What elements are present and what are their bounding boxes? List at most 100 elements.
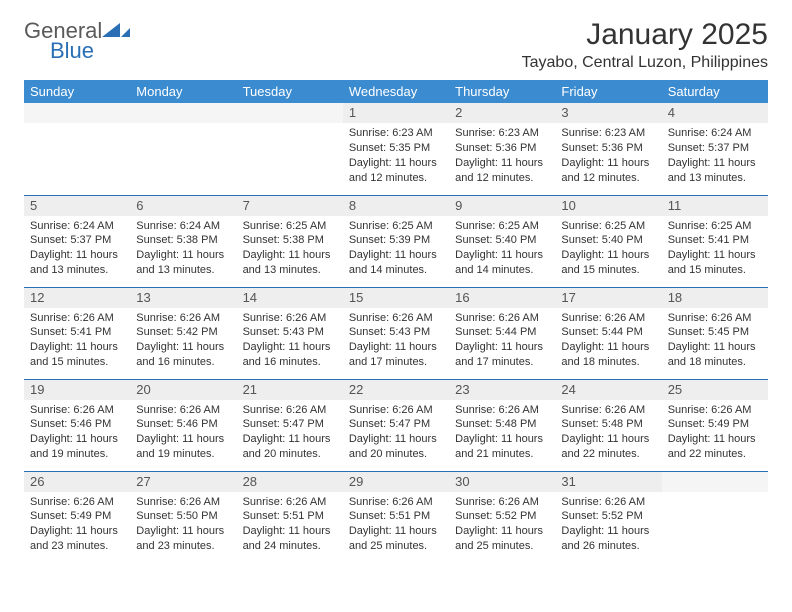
day-content: Sunrise: 6:25 AMSunset: 5:38 PMDaylight:… — [237, 216, 343, 284]
sunset-line: Sunset: 5:43 PM — [243, 325, 337, 340]
day-number: 25 — [662, 380, 768, 400]
sunrise-line: Sunrise: 6:25 AM — [455, 219, 549, 234]
calendar-cell: 28 Sunrise: 6:26 AMSunset: 5:51 PMDayligh… — [237, 471, 343, 563]
sunset-line: Sunset: 5:52 PM — [455, 509, 549, 524]
sunrise-line: Sunrise: 6:25 AM — [349, 219, 443, 234]
day-number: 7 — [237, 196, 343, 216]
calendar-cell: 26Sunrise: 6:26 AMSunset: 5:49 PMDayligh… — [24, 471, 130, 563]
day-number: 17 — [555, 288, 661, 308]
day-content: Sunrise: 6:26 AMSunset: 5:45 PMDaylight:… — [662, 308, 768, 376]
sunset-line: Sunset: 5:38 PM — [136, 233, 230, 248]
day-number: 26 — [24, 472, 130, 492]
sunrise-line: Sunrise: 6:23 AM — [349, 126, 443, 141]
sunrise-line: Sunrise: 6:25 AM — [561, 219, 655, 234]
day-number: 23 — [449, 380, 555, 400]
day-number — [662, 472, 768, 492]
day-number: 2 — [449, 103, 555, 123]
calendar-week-row: 26Sunrise: 6:26 AMSunset: 5:49 PMDayligh… — [24, 471, 768, 563]
sunrise-line: Sunrise: 6:26 AM — [136, 311, 230, 326]
calendar-cell: 20Sunrise: 6:26 AMSunset: 5:46 PMDayligh… — [130, 379, 236, 471]
calendar-week-row: 19Sunrise: 6:26 AMSunset: 5:46 PMDayligh… — [24, 379, 768, 471]
calendar-cell: 15Sunrise: 6:26 AMSunset: 5:43 PMDayligh… — [343, 287, 449, 379]
daylight-line: Daylight: 11 hours and 24 minutes. — [243, 524, 337, 554]
sunrise-line: Sunrise: 6:25 AM — [243, 219, 337, 234]
sunrise-line: Sunrise: 6:26 AM — [561, 495, 655, 510]
day-content: Sunrise: 6:26 AMSunset: 5:46 PMDaylight:… — [130, 400, 236, 468]
calendar-cell: 24Sunrise: 6:26 AMSunset: 5:48 PMDayligh… — [555, 379, 661, 471]
calendar-table: SundayMondayTuesdayWednesdayThursdayFrid… — [24, 80, 768, 563]
sunrise-line: Sunrise: 6:23 AM — [455, 126, 549, 141]
calendar-cell: 8Sunrise: 6:25 AMSunset: 5:39 PMDaylight… — [343, 195, 449, 287]
sunset-line: Sunset: 5:41 PM — [668, 233, 762, 248]
calendar-cell — [662, 471, 768, 563]
day-content: Sunrise: 6:24 AMSunset: 5:37 PMDaylight:… — [662, 123, 768, 191]
daylight-line: Daylight: 11 hours and 13 minutes. — [136, 248, 230, 278]
calendar-cell: 18Sunrise: 6:26 AMSunset: 5:45 PMDayligh… — [662, 287, 768, 379]
sunset-line: Sunset: 5:48 PM — [561, 417, 655, 432]
day-number: 14 — [237, 288, 343, 308]
daylight-line: Daylight: 11 hours and 23 minutes. — [136, 524, 230, 554]
sunrise-line: Sunrise: 6:26 AM — [668, 311, 762, 326]
day-content — [237, 123, 343, 132]
sunset-line: Sunset: 5:51 PM — [243, 509, 337, 524]
day-content: Sunrise: 6:26 AMSunset: 5:43 PMDaylight:… — [343, 308, 449, 376]
sunrise-line: Sunrise: 6:26 AM — [30, 495, 124, 510]
daylight-line: Daylight: 11 hours and 14 minutes. — [349, 248, 443, 278]
day-content: Sunrise: 6:25 AMSunset: 5:40 PMDaylight:… — [449, 216, 555, 284]
sunrise-line: Sunrise: 6:26 AM — [455, 403, 549, 418]
calendar-cell: 23Sunrise: 6:26 AMSunset: 5:48 PMDayligh… — [449, 379, 555, 471]
day-number: 30 — [449, 472, 555, 492]
day-number: 28 — [237, 472, 343, 492]
day-number: 3 — [555, 103, 661, 123]
day-content: Sunrise: 6:26 AMSunset: 5:49 PMDaylight:… — [662, 400, 768, 468]
sunrise-line: Sunrise: 6:26 AM — [136, 403, 230, 418]
day-content: Sunrise: 6:26 AMSunset: 5:41 PMDaylight:… — [24, 308, 130, 376]
calendar-cell: 13Sunrise: 6:26 AMSunset: 5:42 PMDayligh… — [130, 287, 236, 379]
day-number: 13 — [130, 288, 236, 308]
sunrise-line: Sunrise: 6:26 AM — [349, 495, 443, 510]
sunset-line: Sunset: 5:48 PM — [455, 417, 549, 432]
calendar-cell: 4Sunrise: 6:24 AMSunset: 5:37 PMDaylight… — [662, 103, 768, 195]
day-content: Sunrise: 6:25 AMSunset: 5:39 PMDaylight:… — [343, 216, 449, 284]
day-number: 19 — [24, 380, 130, 400]
day-content: Sunrise: 6:26 AMSunset: 5:42 PMDaylight:… — [130, 308, 236, 376]
daylight-line: Daylight: 11 hours and 14 minutes. — [455, 248, 549, 278]
sunset-line: Sunset: 5:47 PM — [243, 417, 337, 432]
sunset-line: Sunset: 5:52 PM — [561, 509, 655, 524]
sunrise-line: Sunrise: 6:24 AM — [668, 126, 762, 141]
day-content: Sunrise: 6:26 AMSunset: 5:43 PMDaylight:… — [237, 308, 343, 376]
calendar-cell: 25Sunrise: 6:26 AMSunset: 5:49 PMDayligh… — [662, 379, 768, 471]
day-number: 1 — [343, 103, 449, 123]
calendar-cell: 17Sunrise: 6:26 AMSunset: 5:44 PMDayligh… — [555, 287, 661, 379]
day-content — [24, 123, 130, 132]
daylight-line: Daylight: 11 hours and 15 minutes. — [30, 340, 124, 370]
brand-logo: General Blue — [24, 18, 102, 64]
calendar-cell — [130, 103, 236, 195]
calendar-cell — [237, 103, 343, 195]
day-content: Sunrise: 6:26 AMSunset: 5:48 PMDaylight:… — [555, 400, 661, 468]
calendar-cell: 22Sunrise: 6:26 AMSunset: 5:47 PMDayligh… — [343, 379, 449, 471]
sunrise-line: Sunrise: 6:26 AM — [30, 403, 124, 418]
sunrise-line: Sunrise: 6:26 AM — [243, 495, 337, 510]
location-text: Tayabo, Central Luzon, Philippines — [522, 54, 768, 72]
day-number: 18 — [662, 288, 768, 308]
calendar-cell: 16Sunrise: 6:26 AMSunset: 5:44 PMDayligh… — [449, 287, 555, 379]
daylight-line: Daylight: 11 hours and 18 minutes. — [561, 340, 655, 370]
daylight-line: Daylight: 11 hours and 16 minutes. — [243, 340, 337, 370]
sunset-line: Sunset: 5:37 PM — [30, 233, 124, 248]
daylight-line: Daylight: 11 hours and 20 minutes. — [349, 432, 443, 462]
day-content: Sunrise: 6:24 AMSunset: 5:38 PMDaylight:… — [130, 216, 236, 284]
daylight-line: Daylight: 11 hours and 22 minutes. — [668, 432, 762, 462]
day-content: Sunrise: 6:26 AMSunset: 5:44 PMDaylight:… — [555, 308, 661, 376]
daylight-line: Daylight: 11 hours and 26 minutes. — [561, 524, 655, 554]
weekday-header-row: SundayMondayTuesdayWednesdayThursdayFrid… — [24, 80, 768, 103]
day-content: Sunrise: 6:25 AMSunset: 5:41 PMDaylight:… — [662, 216, 768, 284]
sunset-line: Sunset: 5:36 PM — [561, 141, 655, 156]
day-number: 4 — [662, 103, 768, 123]
calendar-week-row: 5Sunrise: 6:24 AMSunset: 5:37 PMDaylight… — [24, 195, 768, 287]
day-number: 10 — [555, 196, 661, 216]
brand-part2: Blue — [50, 38, 94, 64]
sunset-line: Sunset: 5:40 PM — [561, 233, 655, 248]
daylight-line: Daylight: 11 hours and 15 minutes. — [668, 248, 762, 278]
day-number — [130, 103, 236, 123]
